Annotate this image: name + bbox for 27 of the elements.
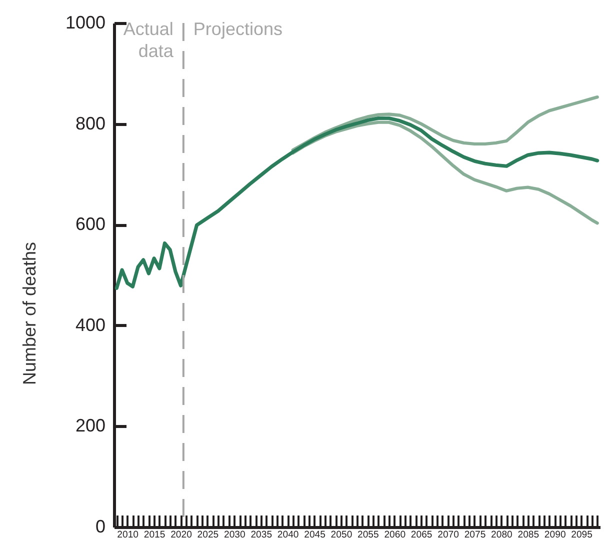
y-tick-label: 600 xyxy=(75,214,106,234)
x-tick-label: 2070 xyxy=(438,530,459,540)
x-tick-label: 2040 xyxy=(277,530,299,540)
y-tick-label: 0 xyxy=(95,516,106,536)
y-tick-label: 1000 xyxy=(65,12,106,32)
x-tick-label: 2035 xyxy=(250,530,272,540)
annotation: Actual data xyxy=(123,19,174,61)
y-tick-label: 800 xyxy=(75,113,106,134)
x-tick-label: 2050 xyxy=(330,530,352,540)
y-tick-label: 400 xyxy=(75,314,106,335)
x-tick-label: 2065 xyxy=(410,530,432,540)
x-tick-label: 2010 xyxy=(117,530,139,540)
annotation: Projections xyxy=(193,19,282,39)
x-tick-label: 2085 xyxy=(518,530,540,540)
y-tick-label: 200 xyxy=(75,416,106,436)
x-tick-label: 2015 xyxy=(144,530,166,540)
x-tick-label: 2075 xyxy=(464,530,486,540)
x-tick-label: 2045 xyxy=(304,530,326,540)
x-tick-label: 2025 xyxy=(197,530,219,540)
x-tick-label: 2060 xyxy=(384,530,406,540)
x-tick-label: 2055 xyxy=(358,530,379,540)
x-tick-label: 2090 xyxy=(544,530,566,540)
x-tick-label: 2095 xyxy=(571,530,592,540)
x-tick-label: 2080 xyxy=(491,530,512,540)
x-tick-label: 2020 xyxy=(170,530,192,540)
x-tick-label: 2030 xyxy=(224,530,246,540)
y-axis-title: Number of deaths xyxy=(19,242,40,386)
